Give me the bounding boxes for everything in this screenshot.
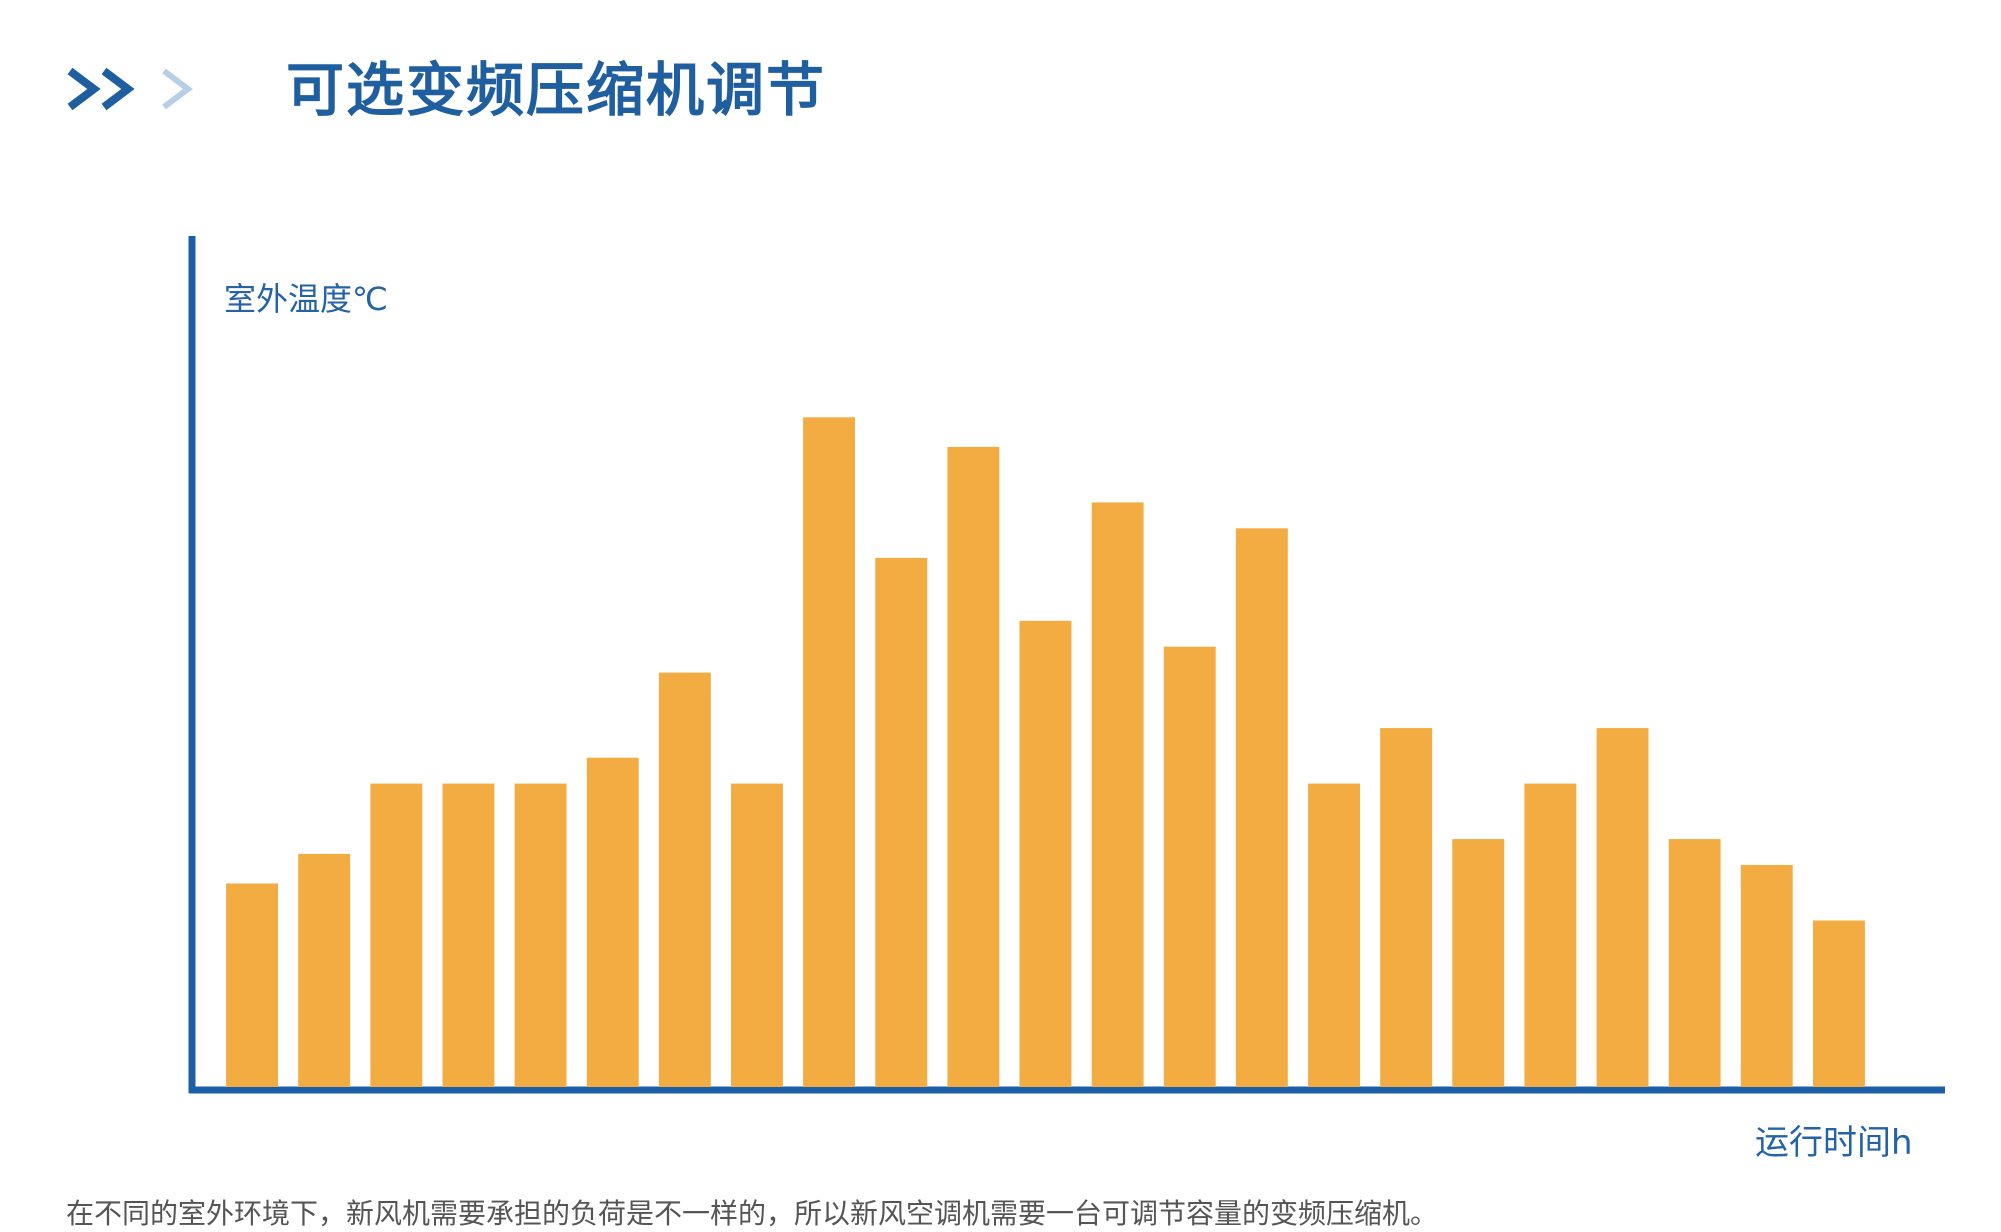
header: 可选变频压缩机调节 bbox=[66, 40, 826, 130]
bar-13 bbox=[1091, 502, 1144, 1087]
bar-1 bbox=[226, 883, 278, 1087]
bar-21 bbox=[1668, 839, 1721, 1087]
bar-11 bbox=[947, 446, 1000, 1087]
bar-9 bbox=[803, 417, 855, 1087]
bar-23 bbox=[1813, 920, 1865, 1087]
bar-16 bbox=[1308, 783, 1360, 1087]
bar-14 bbox=[1163, 646, 1216, 1087]
bar-8 bbox=[731, 783, 783, 1087]
bar-15 bbox=[1235, 528, 1288, 1087]
double-chevron-right-icon bbox=[67, 67, 135, 111]
bar-18 bbox=[1452, 839, 1505, 1087]
bar-2 bbox=[298, 853, 351, 1087]
bar-12 bbox=[1019, 620, 1072, 1087]
bar-6 bbox=[586, 757, 639, 1087]
bar-7 bbox=[658, 672, 711, 1087]
bar-19 bbox=[1524, 783, 1577, 1087]
bar-17 bbox=[1380, 728, 1433, 1087]
bars-group bbox=[226, 417, 1865, 1087]
bar-22 bbox=[1740, 865, 1793, 1087]
bar-20 bbox=[1596, 728, 1649, 1087]
caption-text: 在不同的室外环境下，新风机需要承担的负荷是不一样的，所以新风空调机需要一台可调节… bbox=[66, 1197, 1439, 1230]
bar-3 bbox=[370, 783, 423, 1087]
bar-4 bbox=[442, 783, 495, 1087]
x-axis-label: 运行时间h bbox=[1755, 1123, 1913, 1163]
bar-10 bbox=[875, 557, 928, 1087]
bar-5 bbox=[514, 783, 567, 1087]
page-title: 可选变频压缩机调节 bbox=[286, 56, 827, 124]
chevron-right-icon bbox=[162, 68, 193, 110]
y-axis-label: 室外温度℃ bbox=[224, 280, 388, 318]
chevron-group bbox=[66, 55, 216, 115]
